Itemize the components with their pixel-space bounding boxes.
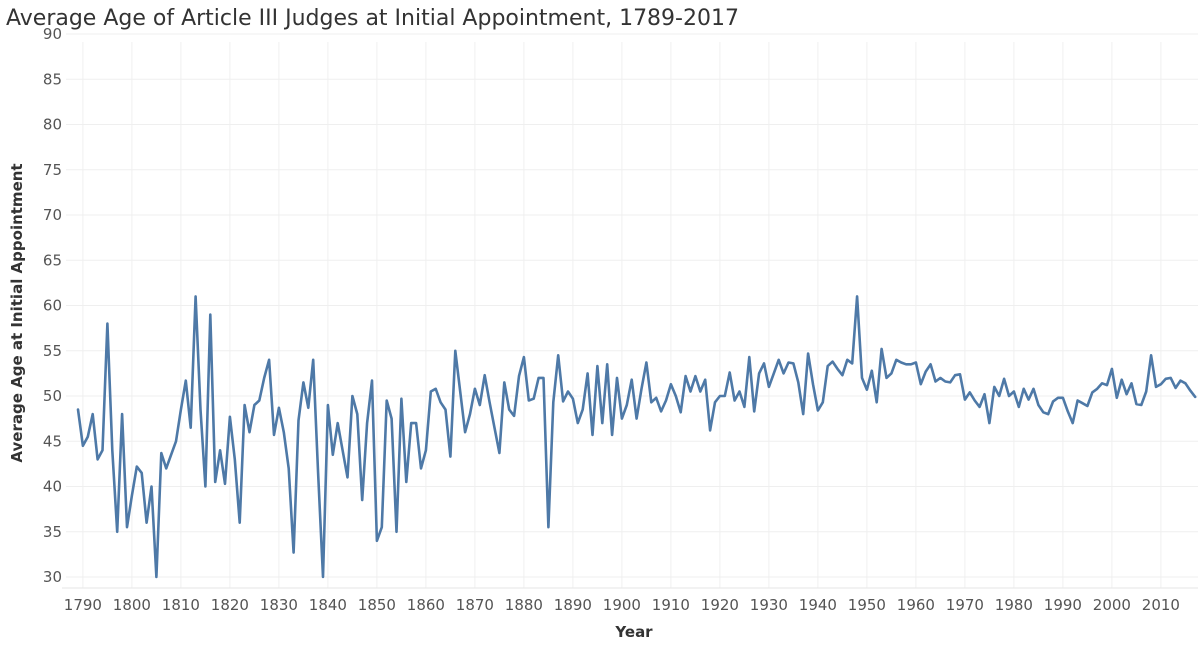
x-tick-label: 1890 (554, 596, 592, 614)
y-tick-label: 65 (43, 251, 62, 269)
x-tick-label: 1980 (995, 596, 1033, 614)
x-tick-label: 1820 (211, 596, 249, 614)
x-tick-label: 1870 (456, 596, 494, 614)
y-tick-label: 80 (43, 116, 62, 134)
chart-title: Average Age of Article III Judges at Ini… (6, 6, 739, 31)
x-tick-label: 1790 (64, 596, 102, 614)
y-tick-label: 45 (43, 432, 62, 450)
y-tick-label: 55 (43, 342, 62, 360)
x-tick-label: 1830 (260, 596, 298, 614)
x-axis-title: Year (614, 623, 653, 641)
y-gridlines (66, 33, 1198, 578)
x-tick-label: 1930 (750, 596, 788, 614)
x-tick-label: 2000 (1093, 596, 1131, 614)
x-tick-label: 1800 (113, 596, 151, 614)
x-tick-label: 1900 (603, 596, 641, 614)
x-tick-label: 1860 (407, 596, 445, 614)
x-tick-label: 1970 (946, 596, 984, 614)
y-tick-label: 50 (43, 387, 62, 405)
y-tick-label: 35 (43, 523, 62, 541)
y-axis-title: Average Age at Initial Appointment (8, 163, 26, 462)
x-tick-label: 1940 (799, 596, 837, 614)
x-tick-label: 2010 (1142, 596, 1180, 614)
x-tick-label: 1840 (309, 596, 347, 614)
x-tick-label: 1880 (505, 596, 543, 614)
x-tick-label: 1810 (162, 596, 200, 614)
x-tick-label: 1960 (897, 596, 935, 614)
y-tick-label: 40 (43, 478, 62, 496)
y-tick-label: 70 (43, 206, 62, 224)
y-tick-labels: 30 35 40 45 50 55 60 65 70 75 80 85 90 (43, 25, 62, 586)
x-tick-label: 1920 (701, 596, 739, 614)
x-tick-label: 1950 (848, 596, 886, 614)
y-tick-label: 30 (43, 568, 62, 586)
series-line (76, 295, 1197, 579)
y-tick-label: 60 (43, 297, 62, 315)
y-tick-label: 85 (43, 70, 62, 88)
x-gridlines (82, 42, 1162, 588)
y-tick-label: 90 (43, 25, 62, 43)
x-tick-label: 1990 (1044, 596, 1082, 614)
x-tick-label: 1850 (358, 596, 396, 614)
y-tick-label: 75 (43, 161, 62, 179)
x-tick-label: 1910 (652, 596, 690, 614)
x-tick-labels: 1790 1800 1810 1820 1830 1840 1850 1860 1870 1880… (64, 596, 1180, 614)
